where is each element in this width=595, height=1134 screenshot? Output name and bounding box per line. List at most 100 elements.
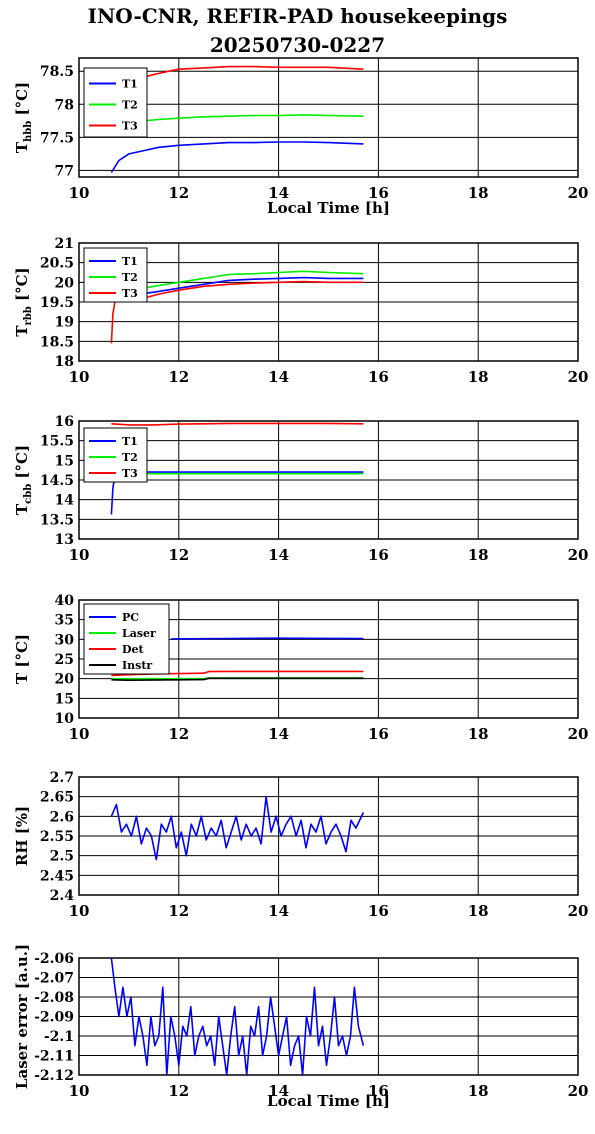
y-tick-label: -2.09 xyxy=(34,1010,74,1026)
y-tick-label: 20 xyxy=(55,672,75,688)
y-tick-label: 2.45 xyxy=(40,868,74,884)
x-tick-label: 12 xyxy=(168,902,189,920)
series-line xyxy=(110,280,364,344)
x-tick-label: 20 xyxy=(568,1082,589,1100)
x-tick-label: 14 xyxy=(268,184,289,202)
x-tick-label: 10 xyxy=(69,184,90,202)
y-tick-label: 20.5 xyxy=(40,256,74,272)
chart-panel-2: 18 18.5 19 19.5 20 20.5 21 10 12 14 16 18 20 Trbb [°C… xyxy=(13,236,588,386)
y-tick-label: 40 xyxy=(55,593,75,609)
x-tick-label: 12 xyxy=(168,725,189,743)
series-line xyxy=(111,677,364,682)
y-tick-label: 35 xyxy=(55,613,74,629)
x-tick-label: 16 xyxy=(368,1082,389,1100)
series-line xyxy=(110,471,364,515)
y-tick-label: 2.4 xyxy=(50,888,75,904)
x-tick-label: 18 xyxy=(468,902,489,920)
plot-frame xyxy=(78,776,579,896)
legend-label: Det xyxy=(122,643,145,656)
legend-label: T2 xyxy=(122,99,138,112)
y-tick-label: 21 xyxy=(55,236,74,252)
series-line xyxy=(110,957,365,1076)
y-tick-label: 77 xyxy=(55,163,74,179)
chart-panel-6: -2.12 -2.11 -2.1 -2.09 -2.08 -2.07 -2.06 10 12 14… xyxy=(13,944,588,1110)
y-tick-label: 10 xyxy=(55,711,75,727)
x-tick-label: 12 xyxy=(168,1082,189,1100)
series-line xyxy=(138,276,364,295)
chart-panel-5: 2.4 2.45 2.5 2.55 2.6 2.65 2.7 10 12 14 16 18 20 RH [… xyxy=(13,770,588,920)
y-tick-label: 14 xyxy=(55,493,75,509)
y-tick-label: 30 xyxy=(55,632,75,648)
x-tick-label: 12 xyxy=(168,368,189,386)
y-tick-label: 19 xyxy=(55,315,74,331)
legend-label: T3 xyxy=(122,467,138,480)
y-tick-label: -2.12 xyxy=(34,1068,74,1084)
x-tick-label: 14 xyxy=(268,902,289,920)
x-axis-label: Local Time [h] xyxy=(267,1092,390,1110)
plot-frame xyxy=(78,420,579,540)
y-tick-label: 2.55 xyxy=(40,829,74,845)
y-axis-label: Laser error [a.u.] xyxy=(13,944,31,1089)
x-tick-label: 18 xyxy=(468,368,489,386)
y-tick-label: -2.11 xyxy=(34,1049,74,1065)
x-tick-label: 10 xyxy=(69,725,90,743)
x-tick-label: 14 xyxy=(268,368,289,386)
x-tick-label: 18 xyxy=(468,1082,489,1100)
x-tick-label: 16 xyxy=(368,546,389,564)
y-tick-label: 15.5 xyxy=(40,434,74,450)
x-tick-label: 12 xyxy=(168,184,189,202)
y-tick-label: -2.08 xyxy=(34,990,74,1006)
y-tick-label: 13 xyxy=(55,532,74,548)
x-tick-label: 20 xyxy=(568,546,589,564)
y-tick-label: 78 xyxy=(55,97,74,113)
y-tick-label: 15 xyxy=(55,453,74,469)
y-tick-label: -2.1 xyxy=(44,1029,74,1045)
y-tick-label: 78.5 xyxy=(40,64,74,80)
series-line xyxy=(110,114,364,137)
chart-title: INO-CNR, REFIR-PAD housekeepings xyxy=(87,4,508,28)
y-axis-label: Thbb [°C] xyxy=(13,82,34,153)
y-tick-label: 18 xyxy=(55,354,74,370)
x-tick-label: 10 xyxy=(69,1082,90,1100)
y-tick-label: 2.65 xyxy=(40,790,74,806)
legend-label: PC xyxy=(122,611,139,624)
y-axis-label: T [°C] xyxy=(13,634,31,684)
x-tick-label: 20 xyxy=(568,725,589,743)
legend-label: T1 xyxy=(122,255,138,268)
x-tick-label: 16 xyxy=(368,368,389,386)
y-tick-label: 16 xyxy=(55,414,74,430)
y-tick-label: 15 xyxy=(55,691,74,707)
x-tick-label: 16 xyxy=(368,184,389,202)
x-tick-label: 16 xyxy=(368,725,389,743)
x-tick-label: 18 xyxy=(468,546,489,564)
y-tick-label: 2.6 xyxy=(50,809,74,825)
series-line xyxy=(111,422,364,426)
x-tick-label: 18 xyxy=(468,725,489,743)
y-tick-label: 2.5 xyxy=(50,849,74,865)
legend-label: T3 xyxy=(122,287,138,300)
y-tick-label: -2.07 xyxy=(34,971,74,987)
legend-label: T1 xyxy=(122,435,138,448)
plot-frame xyxy=(78,957,579,1076)
legend-label: T3 xyxy=(122,120,138,133)
y-axis-label: Trbb [°C] xyxy=(13,267,34,336)
x-tick-label: 10 xyxy=(69,368,90,386)
series-line xyxy=(171,637,364,640)
x-tick-label: 10 xyxy=(69,902,90,920)
series-line xyxy=(110,141,364,173)
y-tick-label: 20 xyxy=(55,275,75,291)
y-tick-label: 2.7 xyxy=(50,770,74,786)
chart-panel-3: 13 13.5 14 14.5 15 15.5 16 10 12 14 16 18 20 Tcbb [°C… xyxy=(13,414,588,564)
series-line xyxy=(138,270,364,291)
x-axis-label: Local Time [h] xyxy=(267,199,390,217)
plot-frame xyxy=(78,599,579,719)
x-tick-label: 14 xyxy=(268,725,289,743)
x-tick-label: 14 xyxy=(268,1082,289,1100)
x-tick-label: 20 xyxy=(568,184,589,202)
legend-label: Instr xyxy=(122,659,152,672)
y-tick-label: -2.06 xyxy=(34,951,74,967)
y-tick-label: 14.5 xyxy=(40,473,74,489)
x-tick-label: 18 xyxy=(468,184,489,202)
x-tick-label: 10 xyxy=(69,546,90,564)
